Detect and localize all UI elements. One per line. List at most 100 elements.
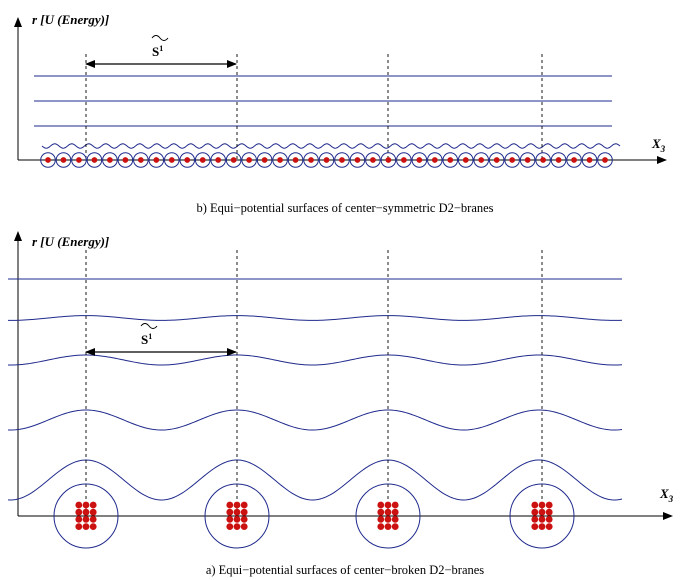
brane-dot	[82, 501, 90, 509]
top-brane-dot	[106, 157, 113, 163]
brane-dot	[82, 516, 90, 523]
top-brane-circle	[117, 152, 134, 168]
top-r-axis-label: r [U (Energy)]	[32, 12, 109, 27]
top-caption: b) Equi−potential surfaces of center−sym…	[196, 201, 493, 215]
top-brane-dot	[60, 157, 67, 163]
bottom-equipotential-surfaces	[7, 278, 623, 501]
brane-dot	[89, 501, 97, 509]
top-brane-dot	[292, 157, 299, 163]
top-brane-dot	[308, 157, 314, 163]
brane-dot	[89, 508, 97, 516]
top-brane-dot	[555, 157, 562, 163]
top-brane-dot	[431, 157, 438, 163]
brane-dot	[538, 501, 546, 509]
top-brane-dot	[354, 157, 361, 163]
top-brane-dot	[571, 157, 577, 163]
brane-dot	[531, 508, 539, 516]
brane-dot	[545, 508, 553, 516]
top-brane-dot	[385, 157, 392, 163]
brane-dot	[384, 523, 392, 530]
brane-stack-circle	[355, 483, 421, 549]
brane-stack-circle	[53, 483, 119, 549]
bottom-x3-axis-label: X3	[659, 486, 674, 504]
brane-dot	[233, 501, 241, 509]
brane-dot	[75, 523, 83, 530]
svg-text:S1: S1	[152, 44, 163, 59]
top-brane-circle	[225, 152, 242, 168]
brane-dot	[75, 508, 83, 516]
top-brane-circle	[71, 152, 87, 168]
bottom-panel: r [U (Energy)] X3 S1 a) Equi−potential s…	[7, 231, 674, 577]
brane-dot	[391, 523, 399, 530]
brane-stack-circle	[509, 483, 575, 549]
top-brane-dot	[153, 157, 160, 163]
brane-dot	[391, 508, 399, 516]
top-period-label: S1	[151, 35, 169, 59]
top-brane-dot	[602, 157, 608, 163]
top-brane-circle	[442, 152, 459, 168]
top-brane-dot	[462, 157, 469, 163]
top-brane-circle	[210, 152, 226, 168]
brane-dot	[391, 501, 399, 509]
top-brane-dot	[400, 157, 407, 163]
top-brane-circle	[349, 152, 366, 168]
brane-stack	[509, 483, 575, 549]
top-brane-dot	[199, 157, 206, 163]
brane-dot	[226, 516, 234, 523]
bottom-equipotential-surface	[7, 409, 623, 431]
top-brane-dot	[370, 157, 376, 163]
top-brane-circle	[272, 152, 288, 168]
top-brane-circle	[318, 152, 335, 168]
top-brane-dot	[184, 157, 191, 163]
brane-dot	[82, 508, 90, 516]
top-brane-dot	[339, 157, 345, 163]
top-brane-dot	[277, 157, 283, 163]
top-brane-circle	[411, 152, 428, 168]
brane-dot	[384, 508, 392, 516]
top-brane-circle	[133, 152, 149, 168]
top-brane-circle	[179, 152, 196, 168]
top-brane-circle	[380, 152, 397, 168]
top-brane-dot	[509, 157, 516, 163]
top-brane-dot	[478, 157, 485, 163]
top-x3-axis-label: X3	[651, 136, 666, 154]
brane-dot	[531, 523, 539, 530]
top-brane-circle	[488, 152, 505, 168]
top-brane-dot	[230, 157, 237, 163]
brane-dot	[233, 516, 241, 523]
top-brane-dot	[416, 157, 423, 163]
brane-dot	[391, 516, 399, 523]
bottom-equipotential-surface	[7, 315, 623, 321]
brane-dot	[538, 523, 546, 530]
brane-dot	[226, 523, 234, 530]
top-brane-circle	[40, 152, 56, 168]
brane-dot	[384, 516, 392, 523]
top-brane-circle	[550, 152, 567, 168]
bottom-r-axis-label: r [U (Energy)]	[32, 234, 109, 249]
top-brane-dot	[91, 157, 98, 163]
brane-dot	[377, 501, 385, 509]
brane-dot	[240, 501, 248, 509]
brane-stack	[53, 483, 119, 549]
bottom-equipotential-surface	[7, 354, 623, 366]
top-brane-circle	[597, 152, 613, 168]
brane-dot	[538, 508, 546, 516]
top-brane-dot	[215, 157, 222, 163]
top-brane-dot	[137, 157, 144, 163]
brane-dot	[75, 501, 83, 509]
top-tilde-icon	[151, 35, 169, 41]
top-brane-circle	[566, 152, 582, 168]
top-brane-dot	[323, 157, 330, 163]
brane-dot	[377, 516, 385, 523]
bottom-period-markers	[85, 250, 543, 516]
brane-dot	[377, 508, 385, 516]
top-brane-circle	[365, 152, 381, 168]
top-brane-circle	[86, 152, 103, 168]
brane-dot	[226, 508, 234, 516]
top-brane-circle	[334, 152, 350, 168]
bottom-tilde-icon	[140, 323, 158, 329]
top-brane-circle	[504, 152, 520, 168]
brane-dot	[82, 523, 90, 530]
bottom-equipotential-surface	[7, 459, 623, 501]
